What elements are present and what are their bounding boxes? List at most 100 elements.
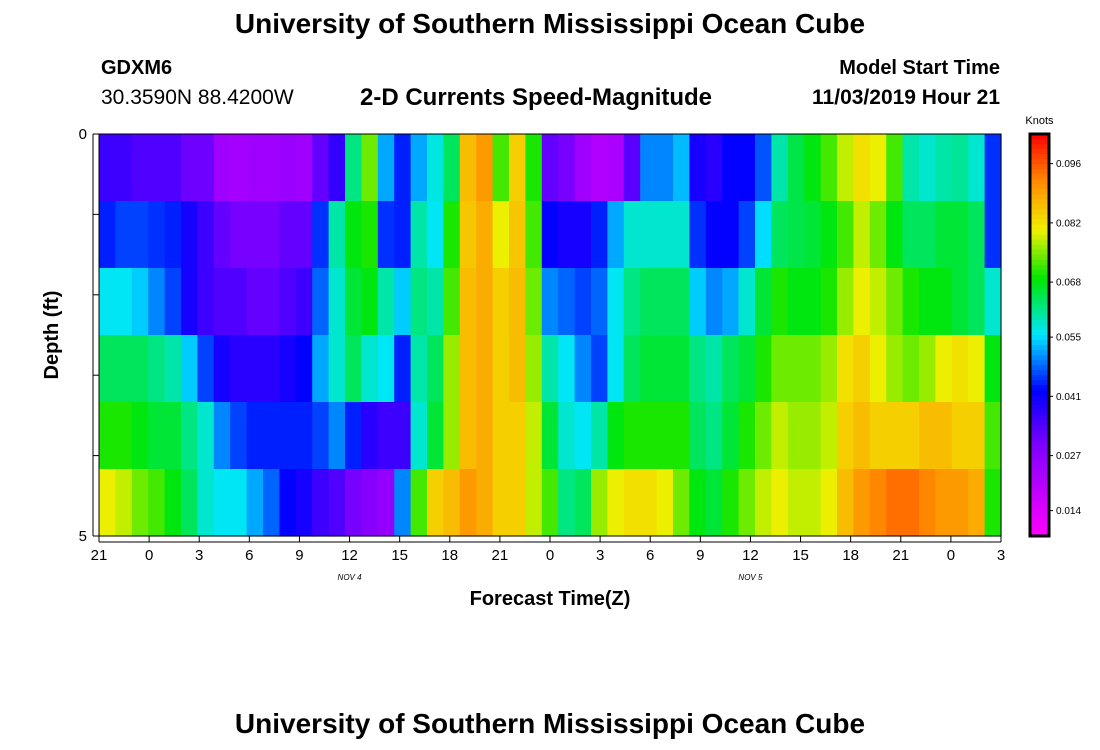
colorbar-swatch — [1030, 194, 1049, 200]
heatmap-cell — [919, 469, 936, 537]
x-tick-label: 18 — [441, 547, 458, 564]
colorbar-tick-label: 0.041 — [1056, 392, 1081, 403]
heatmap-cell — [197, 335, 214, 403]
colorbar-swatch — [1030, 491, 1049, 497]
colorbar-swatch — [1030, 219, 1049, 225]
colorbar-swatch — [1030, 305, 1049, 311]
heatmap-cell — [558, 335, 575, 403]
heatmap-cell — [837, 335, 854, 403]
colorbar-swatch — [1030, 425, 1049, 431]
heatmap-cell — [312, 268, 329, 336]
colorbar-swatch — [1030, 456, 1049, 462]
footer-title: University of Southern Mississippi Ocean… — [0, 708, 1100, 740]
heatmap-cell — [214, 402, 231, 470]
heatmap-cell — [968, 268, 985, 336]
heatmap-cell — [771, 335, 788, 403]
heatmap-cell — [542, 268, 559, 336]
colorbar-swatch — [1030, 466, 1049, 472]
colorbar-swatch — [1030, 139, 1049, 145]
heatmap-cell — [771, 201, 788, 269]
heatmap-cell — [739, 201, 756, 269]
colorbar-swatch — [1030, 446, 1049, 452]
heatmap-cell — [509, 402, 526, 470]
heatmap-cell — [132, 335, 149, 403]
heatmap-cell — [296, 469, 313, 537]
heatmap-cell — [706, 469, 723, 537]
colorbar-swatch — [1030, 511, 1049, 517]
colorbar-swatch — [1030, 441, 1049, 447]
heatmap-cell — [443, 469, 460, 537]
heatmap-cell — [378, 134, 395, 202]
heatmap-cell — [230, 134, 247, 202]
heatmap-cell — [99, 335, 116, 403]
heatmap-cell — [788, 268, 805, 336]
heatmap-cell — [329, 402, 346, 470]
heatmap-cell — [689, 469, 706, 537]
heatmap-cell — [870, 201, 887, 269]
heatmap-cell — [788, 469, 805, 537]
colorbar-swatch — [1030, 365, 1049, 371]
heatmap-cell — [345, 268, 362, 336]
colorbar-swatch — [1030, 179, 1049, 185]
heatmap-cell — [739, 335, 756, 403]
heatmap-cell — [558, 402, 575, 470]
heatmap-cell — [476, 134, 493, 202]
heatmap-cell — [640, 134, 657, 202]
colorbar-swatch — [1030, 270, 1049, 276]
colorbar-swatch — [1030, 380, 1049, 386]
heatmap-cell — [329, 201, 346, 269]
heatmap-cell — [476, 469, 493, 537]
x-axis: 21 0 3 6 9 12 15 18 21 0 3 6 9 12 15 18 21 0 3NOV 4 NOV 5 — [91, 536, 1006, 582]
x-tick-label: 15 — [792, 547, 809, 564]
heatmap-cell — [788, 402, 805, 470]
heatmap-cell — [886, 134, 903, 202]
heatmap-cell — [739, 469, 756, 537]
heatmap-cell — [935, 268, 952, 336]
heatmap-cell — [919, 335, 936, 403]
heatmap-cell — [214, 268, 231, 336]
colorbar-swatch — [1030, 164, 1049, 170]
heatmap-cell — [181, 268, 198, 336]
heatmap-cell — [640, 335, 657, 403]
heatmap-cell — [837, 268, 854, 336]
heatmap-cell — [968, 402, 985, 470]
colorbar-swatch — [1030, 481, 1049, 487]
heatmap-cell — [935, 469, 952, 537]
heatmap-cell — [525, 335, 542, 403]
heatmap-cell — [935, 134, 952, 202]
heatmap-cell — [427, 134, 444, 202]
x-tick-label: 0 — [145, 547, 153, 564]
colorbar-swatch — [1030, 385, 1049, 391]
colorbar-swatch — [1030, 395, 1049, 401]
heatmap-cell — [361, 201, 378, 269]
heatmap-cell — [624, 335, 641, 403]
heatmap-cell — [788, 201, 805, 269]
heatmap-cell — [115, 469, 132, 537]
heatmap-cell — [985, 268, 1002, 336]
heatmap-cell — [132, 134, 149, 202]
heatmap-cell — [985, 335, 1002, 403]
heatmap-cell — [919, 134, 936, 202]
colorbar-swatch — [1030, 436, 1049, 442]
heatmap-cell — [443, 134, 460, 202]
heatmap-cell — [919, 268, 936, 336]
heatmap-cell — [279, 134, 296, 202]
colorbar-tick-label: 0.082 — [1056, 218, 1081, 229]
heatmap-cell — [247, 335, 264, 403]
heatmap-cell — [821, 201, 838, 269]
heatmap-cell — [312, 402, 329, 470]
heatmap-cell — [247, 201, 264, 269]
heatmap-cell — [575, 402, 592, 470]
heatmap-cell — [853, 201, 870, 269]
heatmap-cell — [870, 402, 887, 470]
heatmap-cell — [460, 469, 477, 537]
colorbar-swatch — [1030, 229, 1049, 235]
colorbar-swatch — [1030, 189, 1049, 195]
colorbar-tick-label: 0.055 — [1056, 333, 1081, 344]
x-tick-label: 15 — [391, 547, 408, 564]
heatmap-cell — [165, 402, 182, 470]
heatmap-cell — [755, 469, 772, 537]
heatmap-cell — [476, 201, 493, 269]
heatmap-cell — [853, 134, 870, 202]
